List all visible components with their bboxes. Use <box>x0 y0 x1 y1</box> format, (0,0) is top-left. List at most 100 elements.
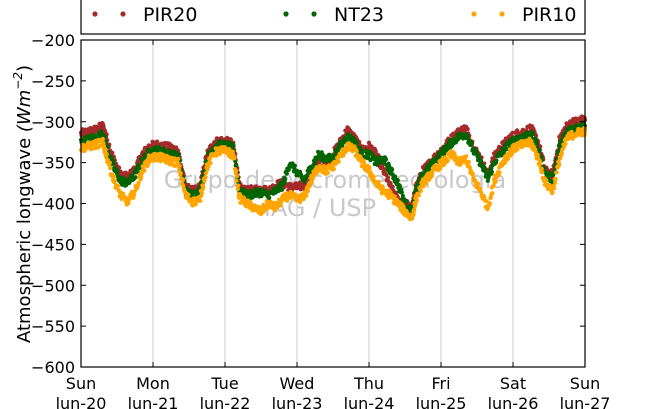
data-point <box>201 185 206 190</box>
data-point <box>108 166 113 171</box>
data-point <box>386 195 391 201</box>
x-tick-label-date: lun-22 <box>200 394 251 409</box>
data-point <box>393 174 398 179</box>
data-point <box>371 175 376 180</box>
data-point <box>390 167 395 172</box>
y-tick-label: −600 <box>31 358 75 377</box>
data-point <box>147 149 152 154</box>
data-point <box>483 168 488 173</box>
legend-marker-pir20-b <box>120 11 126 17</box>
legend-marker-nt23-b <box>311 11 317 17</box>
data-point <box>304 193 309 198</box>
data-point <box>267 195 272 200</box>
data-point <box>284 171 289 176</box>
data-point <box>336 159 341 164</box>
data-point <box>234 178 239 183</box>
data-point <box>195 199 200 204</box>
data-point <box>538 160 543 165</box>
data-point <box>139 175 144 180</box>
watermark: Grupo de Micrometeorologia IAG / USP <box>164 166 506 222</box>
y-axis-label-unit: (Wm <box>14 90 35 132</box>
y-tick-label: −300 <box>31 113 75 132</box>
data-point <box>131 192 137 198</box>
data-point <box>534 141 539 146</box>
data-point <box>193 202 198 207</box>
data-point <box>298 200 303 205</box>
x-tick-label-date: lun-23 <box>272 394 323 409</box>
legend-marker-pir20-a <box>92 11 98 17</box>
y-tick-label: −450 <box>31 235 75 254</box>
data-point <box>385 175 391 180</box>
data-point <box>177 167 182 172</box>
data-point <box>312 161 318 166</box>
data-point <box>550 190 555 195</box>
data-point <box>540 170 545 175</box>
data-point <box>112 178 117 184</box>
data-point <box>178 171 183 176</box>
data-point <box>349 142 354 147</box>
data-point <box>230 149 235 154</box>
data-point <box>199 190 204 195</box>
data-point <box>111 161 116 166</box>
data-point <box>115 183 121 188</box>
data-point <box>445 158 450 163</box>
data-point <box>306 171 311 176</box>
y-tick-label: −550 <box>31 317 75 336</box>
data-point <box>395 178 400 183</box>
data-point <box>203 175 208 180</box>
data-point <box>575 132 580 137</box>
data-points <box>78 114 588 222</box>
data-point <box>325 170 330 175</box>
grid-lines <box>152 40 514 367</box>
data-point <box>280 187 285 192</box>
data-point <box>490 191 495 196</box>
data-point <box>235 186 240 192</box>
data-point <box>126 201 131 206</box>
data-point <box>493 179 498 184</box>
series-pir10 <box>78 126 588 222</box>
data-point <box>477 155 482 160</box>
data-point <box>418 188 423 193</box>
data-point <box>553 177 558 182</box>
data-point <box>105 157 110 162</box>
data-point <box>286 167 291 172</box>
data-point <box>360 148 365 153</box>
data-point <box>417 185 422 190</box>
data-point <box>98 143 103 148</box>
data-point <box>400 193 405 198</box>
data-point <box>497 170 502 175</box>
y-tick-label: −500 <box>31 276 75 295</box>
data-point <box>470 171 475 177</box>
data-point <box>236 183 241 188</box>
data-point <box>142 168 147 173</box>
data-point <box>234 163 239 168</box>
x-tick-label-date: lun-24 <box>344 394 395 409</box>
data-point <box>341 153 346 158</box>
x-tick-label-date: lun-21 <box>128 394 179 409</box>
data-point <box>278 203 283 208</box>
data-point <box>469 141 474 146</box>
data-point <box>404 199 409 204</box>
data-point <box>494 158 499 163</box>
y-axis: −600 −550 −500 −450 −400 −350 −300 −250 −200 <box>31 31 585 377</box>
data-point <box>552 186 557 191</box>
data-point <box>173 163 178 168</box>
data-point <box>115 170 120 175</box>
data-point <box>553 180 558 185</box>
data-point <box>411 212 416 217</box>
data-point <box>354 140 359 145</box>
y-axis-label: Atmospheric longwave (Wm−2) <box>11 65 35 343</box>
data-point <box>382 167 387 172</box>
data-point <box>557 162 562 167</box>
legend-marker-pir10-b <box>499 11 505 17</box>
data-point <box>430 171 435 176</box>
data-point <box>414 198 419 203</box>
y-tick-label: −200 <box>31 31 75 50</box>
x-tick-label-day: Tue <box>210 374 238 393</box>
data-point <box>465 126 470 132</box>
data-point <box>136 180 141 185</box>
data-point <box>99 129 104 134</box>
data-point <box>203 171 209 176</box>
data-point <box>233 159 238 164</box>
legend-frame <box>80 0 586 35</box>
